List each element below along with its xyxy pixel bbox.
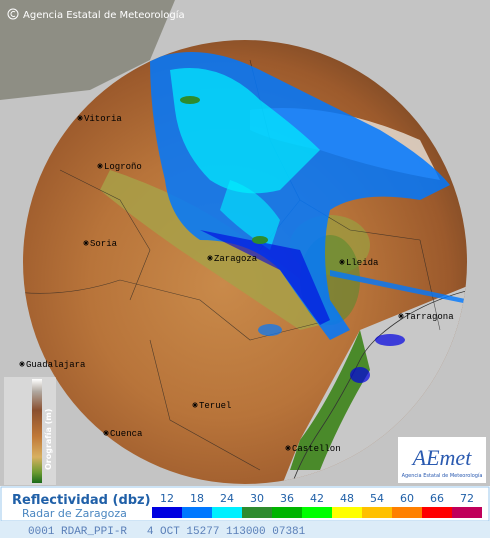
- city-marker: [339, 259, 345, 265]
- reflectivity-swatch: [452, 507, 482, 518]
- city-label: Cuenca: [110, 429, 143, 439]
- reflectivity-label: 30: [250, 492, 264, 505]
- reflectivity-scale: 12 18 24 30 36 42 48 54 60 66 72: [152, 492, 482, 518]
- city-marker: [207, 255, 213, 261]
- reflectivity-label: 48: [340, 492, 354, 505]
- reflectivity-swatch: [272, 507, 302, 518]
- city-marker: [398, 313, 404, 319]
- reflectivity-swatch: [332, 507, 362, 518]
- reflectivity-label: 72: [460, 492, 474, 505]
- city-label: Logroño: [104, 162, 142, 172]
- city-label: Guadalajara: [26, 360, 86, 370]
- orography-scale: [32, 379, 42, 483]
- city-label: Soria: [90, 239, 118, 249]
- credit: Agencia Estatal de Meteorología: [23, 9, 185, 21]
- reflectivity-label: 60: [400, 492, 414, 505]
- reflectivity-swatch: [242, 507, 272, 518]
- reflectivity-swatch: [362, 507, 392, 518]
- city-label: Lleida: [346, 258, 379, 268]
- city-label: Vitoria: [84, 114, 122, 124]
- city-marker: [97, 163, 103, 169]
- reflectivity-label: 18: [190, 492, 204, 505]
- city-marker: [103, 430, 109, 436]
- reflectivity-title: Reflectividad (dbz): [12, 493, 151, 508]
- city-marker: [285, 445, 291, 451]
- coast-plain: [290, 330, 370, 470]
- city-marker: [83, 240, 89, 246]
- coastline: [289, 289, 467, 484]
- logo-name: AEmet: [411, 445, 473, 470]
- reflectivity-swatch: [182, 507, 212, 518]
- radar-echoes: [150, 52, 467, 383]
- reflectivity-swatch: [422, 507, 452, 518]
- orography-legend: [4, 377, 56, 485]
- logo-subtitle: Agencia Estatal de Meteorología: [402, 472, 483, 479]
- city-marker: [77, 115, 83, 121]
- reflectivity-label: 36: [280, 492, 294, 505]
- cities: Vitoria Logroño Soria Zaragoza Lleida Tarrago…: [19, 114, 454, 454]
- reflectivity-label: 54: [370, 492, 384, 505]
- ebro-valley: [100, 170, 340, 330]
- radar-name: Radar de Zaragoza: [22, 507, 127, 520]
- city-marker: [192, 402, 198, 408]
- copyright-icon: [7, 8, 19, 20]
- city-marker: [19, 361, 25, 367]
- reflectivity-swatch: [152, 507, 182, 518]
- reflectivity-label: 12: [160, 492, 174, 505]
- outer-terrain: [0, 0, 175, 100]
- reflectivity-swatch: [302, 507, 332, 518]
- status-bar: [0, 521, 490, 538]
- reflectivity-label: 24: [220, 492, 234, 505]
- status-line: 0001 RDAR_PPI-R 4 OCT 15277 113000 07381: [28, 526, 306, 538]
- reflectivity-label: 66: [430, 492, 444, 505]
- orography-title: Orografía (m): [44, 409, 53, 470]
- reflectivity-swatch: [392, 507, 422, 518]
- reflectivity-label: 42: [310, 492, 324, 505]
- city-label: Zaragoza: [214, 254, 258, 264]
- city-label: Tarragona: [405, 312, 454, 322]
- terrain: [23, 52, 467, 484]
- logo-box: [398, 437, 486, 483]
- city-label: Castellon: [292, 444, 341, 454]
- reflectivity-swatch: [212, 507, 242, 518]
- copyright-icon: [10, 11, 16, 17]
- city-label: Teruel: [199, 401, 231, 411]
